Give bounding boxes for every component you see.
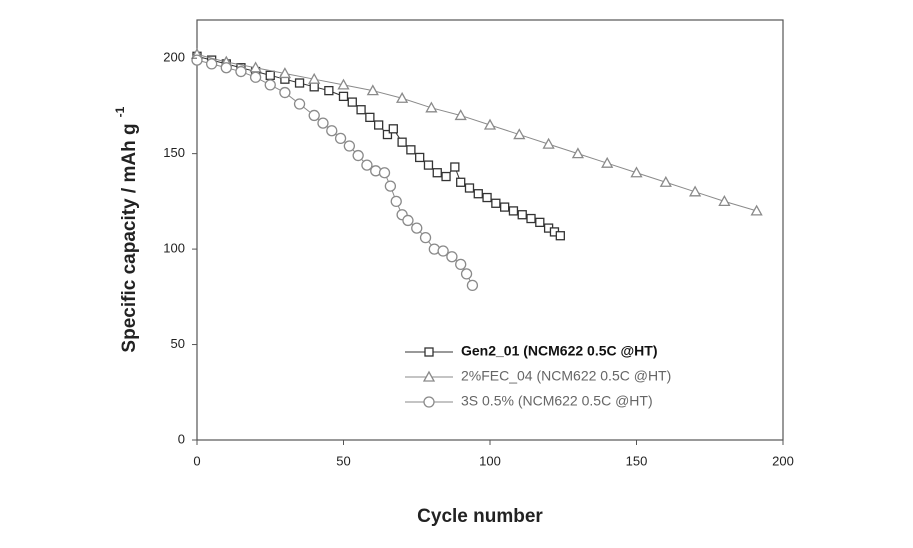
x-tick-label: 0 [193, 453, 200, 468]
data-point [388, 124, 398, 134]
data-point [425, 101, 438, 113]
data-point [571, 147, 585, 159]
data-point [455, 258, 467, 271]
data-point [337, 78, 350, 90]
data-point [456, 177, 466, 187]
data-point [450, 162, 460, 172]
data-point [326, 125, 338, 137]
data-point [308, 72, 321, 84]
data-point [205, 58, 218, 70]
data-point [374, 120, 384, 130]
data-point [235, 65, 247, 78]
data-point [338, 91, 349, 102]
plot-area [190, 48, 763, 292]
y-axis-title: Specific capacity / mAh g [119, 123, 140, 352]
x-axis-title: Cycle number [417, 506, 543, 527]
data-point [419, 231, 432, 244]
data-point [526, 213, 536, 224]
data-point [473, 189, 483, 199]
y-tick-label: 100 [163, 241, 185, 256]
data-point [499, 202, 510, 212]
data-point [343, 140, 356, 152]
legend-label: Gen2_01 (NCM622 0.5C @HT) [461, 343, 658, 359]
data-point [630, 166, 643, 178]
data-point [402, 214, 414, 227]
data-point [356, 105, 366, 115]
data-point [483, 118, 497, 130]
data-point [191, 54, 203, 66]
data-point [441, 171, 451, 182]
x-tick-label: 150 [626, 453, 648, 468]
data-point [264, 79, 276, 91]
data-point [249, 71, 262, 83]
data-point [334, 132, 347, 145]
data-point [397, 137, 407, 147]
data-point [365, 112, 375, 123]
x-tick-label: 100 [479, 453, 501, 468]
data-point [278, 67, 292, 79]
data-point [415, 152, 425, 163]
legend-label: 2%FEC_04 (NCM622 0.5C @HT) [461, 368, 671, 384]
y-tick-label: 200 [163, 50, 185, 65]
x-tick-label: 50 [336, 453, 350, 468]
data-point [265, 70, 275, 81]
data-point [542, 137, 555, 149]
data-point [454, 109, 467, 121]
data-point [555, 231, 565, 241]
data-point [279, 86, 291, 99]
y-axis-title-group: Specific capacity / mAh g -1 [113, 106, 140, 352]
data-point [378, 167, 391, 179]
data-point [366, 84, 379, 96]
data-point [513, 128, 526, 140]
data-point [535, 217, 545, 228]
data-point [432, 168, 442, 178]
data-point [750, 204, 763, 216]
data-point [508, 206, 519, 216]
data-point [308, 109, 320, 122]
y-axis-title-superscript: -1 [113, 106, 127, 117]
data-point [437, 245, 449, 257]
data-point [482, 192, 492, 203]
data-point [446, 251, 458, 263]
data-point [220, 62, 232, 74]
series-line [196, 53, 757, 212]
data-point [688, 185, 702, 197]
legend-marker [423, 396, 435, 408]
x-tick-label: 200 [772, 453, 794, 468]
data-point [390, 195, 402, 208]
legend-label: 3S 0.5% (NCM622 0.5C @HT) [461, 393, 653, 409]
data-point [464, 183, 475, 193]
data-point [347, 97, 357, 107]
data-point [361, 159, 373, 171]
data-point [406, 145, 416, 155]
data-point [382, 129, 393, 140]
data-point [423, 160, 434, 170]
legend-marker [422, 370, 436, 382]
data-point [466, 279, 479, 292]
data-point [411, 222, 423, 234]
data-point [294, 78, 305, 88]
data-point [659, 175, 672, 187]
data-point [601, 156, 614, 168]
data-point [517, 210, 527, 220]
data-point [384, 180, 397, 192]
data-point [491, 198, 501, 208]
data-point [395, 91, 409, 103]
data-point [718, 195, 731, 207]
data-point [293, 98, 306, 110]
data-point [309, 82, 319, 92]
data-point [317, 117, 329, 129]
data-point [324, 85, 334, 96]
data-point [352, 149, 364, 162]
y-tick-label: 0 [178, 431, 185, 446]
y-tick-label: 50 [171, 336, 185, 351]
data-point [460, 268, 473, 280]
y-tick-label: 150 [163, 145, 185, 160]
legend-marker [424, 347, 434, 357]
